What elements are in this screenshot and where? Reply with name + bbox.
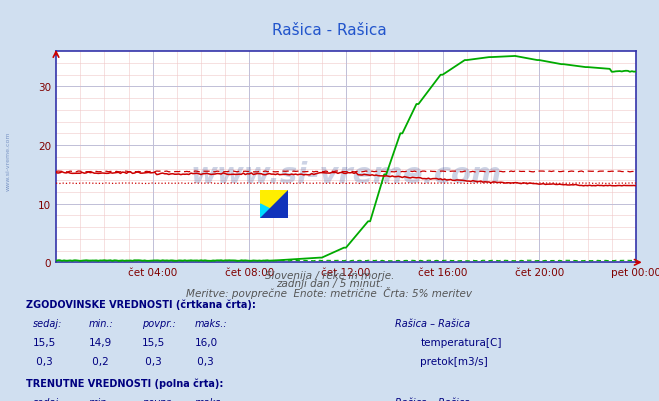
Text: Rašica - Rašica: Rašica - Rašica [272,23,387,38]
Text: temperatura[C]: temperatura[C] [420,337,502,347]
Text: povpr.:: povpr.: [142,397,175,401]
Text: Rašica – Rašica: Rašica – Rašica [395,318,471,328]
Text: sedaj:: sedaj: [33,397,63,401]
Text: maks.:: maks.: [194,397,227,401]
Text: www.si-vreme.com: www.si-vreme.com [190,160,501,188]
Text: Slovenija / reke in morje.: Slovenija / reke in morje. [265,270,394,280]
Polygon shape [260,205,288,219]
Text: min.:: min.: [89,318,114,328]
Text: min.:: min.: [89,397,114,401]
Text: 0,3: 0,3 [194,356,214,367]
Text: ZGODOVINSKE VREDNOSTI (črtkana črta):: ZGODOVINSKE VREDNOSTI (črtkana črta): [26,299,256,309]
Text: Meritve: povprečne  Enote: metrične  Črta: 5% meritev: Meritve: povprečne Enote: metrične Črta:… [186,287,473,299]
Text: zadnji dan / 5 minut.: zadnji dan / 5 minut. [276,278,383,288]
Text: 0,2: 0,2 [89,356,109,367]
Text: pretok[m3/s]: pretok[m3/s] [420,356,488,367]
Polygon shape [260,190,288,219]
Polygon shape [260,190,288,219]
Text: 15,5: 15,5 [33,337,56,347]
Text: 0,3: 0,3 [33,356,53,367]
Text: sedaj:: sedaj: [33,318,63,328]
Text: povpr.:: povpr.: [142,318,175,328]
Text: maks.:: maks.: [194,318,227,328]
Text: TRENUTNE VREDNOSTI (polna črta):: TRENUTNE VREDNOSTI (polna črta): [26,377,224,388]
Text: 16,0: 16,0 [194,337,217,347]
Text: www.si-vreme.com: www.si-vreme.com [5,131,11,190]
Text: 0,3: 0,3 [142,356,161,367]
Text: Rašica – Rašica: Rašica – Rašica [395,397,471,401]
Text: 14,9: 14,9 [89,337,112,347]
Text: 15,5: 15,5 [142,337,165,347]
